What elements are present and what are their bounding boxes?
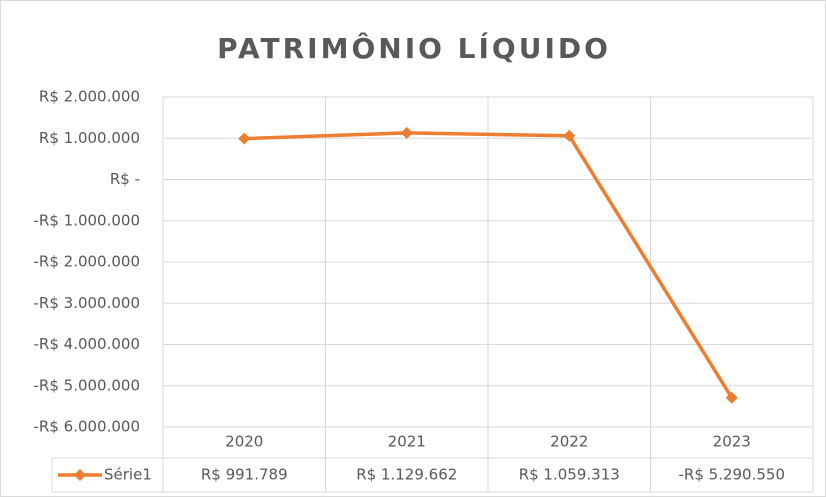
- y-tick-label: R$ 2.000.000: [39, 88, 140, 106]
- x-tick-label: 2020: [225, 433, 263, 451]
- x-tick-label: 2021: [388, 433, 426, 451]
- y-tick-label: -R$ 3.000.000: [34, 294, 141, 312]
- x-tick-label: 2022: [550, 433, 588, 451]
- data-table-value: R$ 1.059.313: [519, 466, 620, 484]
- y-tick-label: -R$ 5.000.000: [34, 376, 141, 394]
- data-table-value: -R$ 5.290.550: [679, 466, 786, 484]
- data-table-value: R$ 1.129.662: [356, 466, 457, 484]
- y-tick-label: -R$ 4.000.000: [34, 335, 141, 353]
- y-tick-label: -R$ 2.000.000: [34, 253, 141, 271]
- data-table-value: R$ 991.789: [201, 466, 288, 484]
- marker: [563, 129, 576, 142]
- chart-title: PATRIMÔNIO LÍQUIDO: [217, 31, 611, 65]
- marker: [725, 391, 738, 404]
- marker: [238, 132, 251, 145]
- y-tick-label: R$ -: [110, 170, 140, 188]
- y-tick-label: -R$ 1.000.000: [34, 211, 141, 229]
- y-tick-label: R$ 1.000.000: [39, 129, 140, 147]
- legend-marker: [74, 469, 86, 481]
- legend-label: Série1: [104, 466, 152, 484]
- y-tick-label: -R$ 6.000.000: [34, 418, 141, 436]
- x-tick-label: 2023: [713, 433, 751, 451]
- line: [244, 131, 734, 399]
- marker: [400, 126, 413, 139]
